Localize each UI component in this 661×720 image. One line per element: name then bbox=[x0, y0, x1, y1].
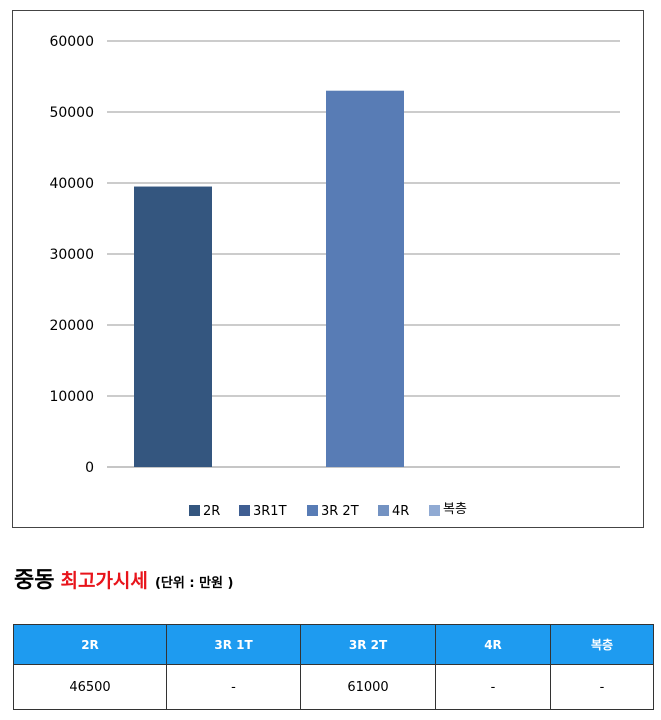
legend-swatch bbox=[239, 505, 250, 516]
legend-label: 복층 bbox=[443, 502, 467, 517]
legend-swatch bbox=[307, 505, 318, 516]
table-cell: - bbox=[166, 664, 301, 710]
header-cell-duplex: 복층 bbox=[550, 624, 654, 665]
table-cell: - bbox=[550, 664, 654, 710]
chart-panel: 0 10000 20000 30000 40000 50000 60000 2R 3R1T 3R … bbox=[12, 10, 644, 528]
table-header-row: 2R 3R 1T 3R 2T 4R 복층 bbox=[13, 624, 654, 665]
legend-swatch bbox=[429, 505, 440, 516]
legend-label: 2R bbox=[203, 504, 220, 519]
caption-unit: (단위 : 만원 ) bbox=[154, 576, 234, 591]
y-tick-label: 10000 bbox=[49, 389, 94, 405]
y-tick-label: 50000 bbox=[49, 105, 94, 121]
table-cell: 46500 bbox=[13, 664, 167, 710]
y-tick-label: 40000 bbox=[49, 176, 94, 192]
caption-title: 중동 bbox=[14, 568, 55, 593]
bar-2r bbox=[134, 186, 212, 468]
legend-swatch bbox=[378, 505, 389, 516]
price-table: 2R 3R 1T 3R 2T 4R 복층 46500 - 61000 - - bbox=[13, 624, 654, 710]
y-tick-label: 20000 bbox=[49, 318, 94, 334]
legend-label: 3R1T bbox=[253, 504, 287, 519]
y-tick-label: 30000 bbox=[49, 247, 94, 263]
table-row: 46500 - 61000 - - bbox=[13, 664, 654, 710]
legend-label: 3R 2T bbox=[321, 504, 359, 519]
y-tick-label: 60000 bbox=[49, 34, 94, 50]
y-tick-label: 0 bbox=[85, 460, 94, 476]
header-cell-2r: 2R bbox=[13, 624, 167, 665]
caption-highlight: 최고가시세 bbox=[60, 570, 148, 592]
header-cell-3r1t: 3R 1T bbox=[166, 624, 301, 665]
legend-label: 4R bbox=[392, 504, 409, 519]
table-cell: 61000 bbox=[300, 664, 436, 710]
header-cell-4r: 4R bbox=[435, 624, 551, 665]
table-cell: - bbox=[435, 664, 551, 710]
caption: 중동 최고가시세 (단위 : 만원 ) bbox=[14, 562, 233, 594]
header-cell-3r2t: 3R 2T bbox=[300, 624, 436, 665]
bar-3r2t bbox=[326, 90, 404, 467]
bar-chart: 0 10000 20000 30000 40000 50000 60000 2R 3R1T 3R … bbox=[49, 34, 620, 519]
legend-swatch bbox=[189, 505, 200, 516]
